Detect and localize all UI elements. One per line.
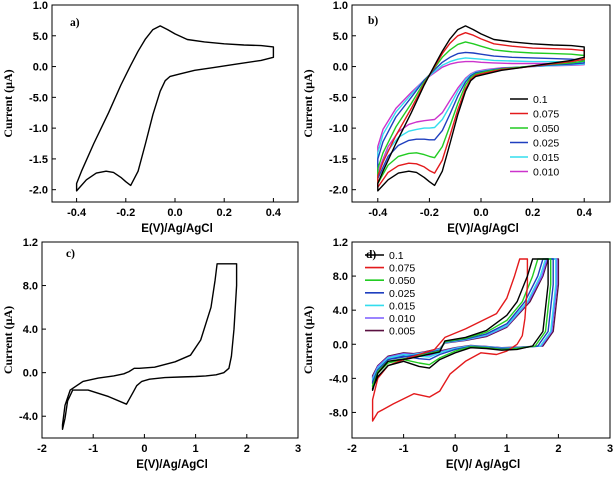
legend: 0.1 0.075 0.050 0.025 0.015 0.010: [510, 94, 559, 179]
y-tick-label: 5.0: [333, 31, 348, 43]
x-axis-label: E(V)/Ag/AgCl: [136, 459, 208, 471]
x-tick-label: 0.4: [266, 207, 282, 219]
legend-label: 0.075: [533, 109, 559, 121]
x-tick-label: -1: [399, 443, 409, 455]
series-line-0.1: [61, 263, 238, 430]
y-axis-label: Current (µA): [301, 69, 315, 137]
x-tick-label: -1: [88, 443, 98, 455]
y-tick-label: 0.0: [23, 368, 38, 380]
x-tick-label: 0.0: [473, 207, 488, 219]
series-line-0.1: [75, 25, 275, 192]
y-tick-label: 0.0: [333, 339, 348, 351]
x-axis-label: E(V)/Ag/AgCl: [141, 223, 213, 235]
panel-a: -0.4 -0.2 0.0 0.2 0.4 1.0 5.0 0.0 -5.0 -1.0 -1.5 -2…: [1, 0, 299, 235]
y-tick-label: -2.0: [329, 185, 348, 197]
y-tick-label: 1.2: [333, 237, 348, 249]
y-tick-label: -2.0: [29, 185, 48, 197]
legend-label: 0.015: [533, 152, 559, 164]
y-tick-label: 5.0: [33, 31, 48, 43]
y-tick-label: -4.0: [329, 373, 348, 385]
legend-label: 0.025: [533, 138, 559, 150]
y-tick-label: 4.0: [23, 324, 38, 336]
series-line-0.025: [377, 51, 585, 180]
y-axis-label: Current (µA): [1, 69, 15, 137]
series-group: [75, 25, 275, 192]
legend-label: 0.005: [389, 326, 415, 338]
x-tick-label: 2: [244, 443, 250, 455]
panel-c: -2 -1 0 1 2 3 1.2 8.0 4.0 0.0 -4.0 E(V)/Ag/AgCl Curr…: [1, 237, 301, 471]
y-tick-label: 1.0: [33, 0, 48, 12]
y-tick-label: -5.0: [329, 92, 348, 104]
series-line-0.015: [377, 57, 585, 176]
panel-label: c): [66, 248, 75, 260]
legend-label: 0.1: [533, 94, 548, 106]
x-tick-label: -2: [37, 443, 47, 455]
y-tick-label: -5.0: [29, 92, 48, 104]
y-axis-label: Current (µA): [1, 306, 15, 374]
x-tick-label: -0.4: [67, 207, 87, 219]
legend-label: 0.015: [389, 300, 415, 312]
y-tick-label: -4.0: [19, 411, 38, 423]
legend-label: 0.010: [533, 167, 559, 179]
y-tick-label: -1.5: [29, 154, 48, 166]
panel-label: b): [368, 15, 378, 27]
legend-label: 0.050: [533, 123, 559, 135]
y-tick-label: -8.0: [329, 407, 348, 419]
series-line-0.1: [377, 25, 585, 192]
x-tick-label: -0.4: [368, 207, 388, 219]
series-group: [61, 263, 238, 430]
y-tick-label: -1.0: [329, 123, 348, 135]
x-tick-label: 0: [452, 443, 458, 455]
series-group: [371, 258, 560, 422]
y-tick-label: -1.5: [329, 154, 348, 166]
panel-label: a): [70, 17, 80, 29]
x-tick-label: 0.4: [577, 207, 593, 219]
x-tick-label: -2: [347, 443, 357, 455]
y-tick-label: 0.0: [333, 62, 348, 74]
x-tick-label: -0.2: [116, 207, 135, 219]
legend-label: 0.010: [389, 313, 415, 325]
x-tick-label: 2: [555, 443, 561, 455]
y-tick-label: 1.2: [23, 237, 38, 249]
y-axis-label: Current (µA): [301, 306, 315, 374]
x-tick-label: 1: [193, 443, 199, 455]
y-tick-label: 8.0: [333, 271, 348, 283]
legend-label: 0.1: [389, 250, 404, 262]
x-tick-label: 3: [295, 443, 301, 455]
x-tick-label: 0.0: [167, 207, 182, 219]
panel-b: -0.4 -0.2 0.0 0.2 0.4 1.0 5.0 0.0 -5.0 -1.0 -1.5 -2…: [301, 0, 611, 235]
series-line-0.075: [377, 32, 585, 188]
y-tick-label: 1.0: [333, 0, 348, 12]
x-tick-label: 3: [607, 443, 613, 455]
x-tick-label: 0.2: [525, 207, 540, 219]
x-axis-label: E(V)/ Ag/AgCl: [446, 459, 520, 471]
x-axis-label: E(V)/Ag/AgCl: [447, 223, 519, 235]
y-tick-label: 8.0: [23, 281, 38, 293]
x-tick-label: -0.2: [420, 207, 439, 219]
series-line-0.075: [371, 258, 529, 422]
plot-frame: [41, 241, 299, 439]
y-tick-label: 4.0: [333, 305, 348, 317]
series-group: [377, 25, 585, 192]
x-tick-label: 1: [504, 443, 510, 455]
legend-label: 0.025: [389, 288, 415, 300]
legend-label: 0.050: [389, 275, 415, 287]
y-tick-label: 0.0: [33, 62, 48, 74]
series-line-0.1: [371, 258, 549, 391]
y-tick-label: -1.0: [29, 123, 48, 135]
x-tick-label: 0.2: [217, 207, 232, 219]
legend-label: 0.075: [389, 263, 415, 275]
series-line-0.050: [377, 41, 585, 185]
x-tick-label: 0: [141, 443, 147, 455]
panel-d: -2 -1 0 1 2 3 1.2 8.0 4.0 0.0 -4.0 -8.0 E(V)/ Ag/AgC…: [301, 237, 613, 471]
plot-frame: [351, 241, 611, 439]
